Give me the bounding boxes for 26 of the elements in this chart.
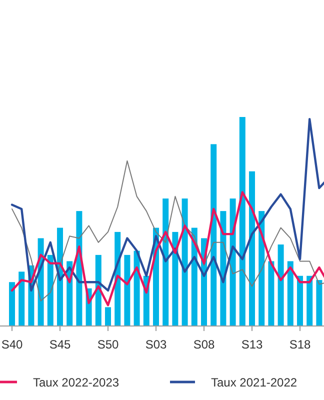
bar — [287, 261, 294, 326]
bar — [172, 232, 178, 326]
bar — [210, 144, 217, 326]
legend-label: Taux 2022-2023 — [33, 376, 120, 390]
bar — [297, 276, 303, 326]
legend-label: Taux 2021-2022 — [211, 376, 298, 390]
x-tick-label: S50 — [97, 337, 119, 352]
x-tick-label: S13 — [241, 337, 263, 352]
x-tick-label: S40 — [1, 337, 23, 352]
x-tick-label: S03 — [145, 337, 167, 352]
bar — [9, 282, 15, 326]
bar — [105, 307, 111, 326]
bar — [124, 254, 130, 326]
x-tick-label: S45 — [49, 337, 71, 352]
bar — [47, 254, 54, 326]
bar — [249, 171, 255, 326]
x-tick-label: S08 — [193, 337, 215, 352]
bar — [182, 198, 188, 326]
bar — [162, 198, 169, 326]
bar — [278, 244, 284, 326]
bar — [268, 261, 274, 326]
bar — [316, 280, 322, 326]
x-tick-label: S18 — [289, 337, 311, 352]
bar — [306, 276, 313, 326]
bar — [18, 272, 25, 326]
bar — [239, 117, 246, 326]
